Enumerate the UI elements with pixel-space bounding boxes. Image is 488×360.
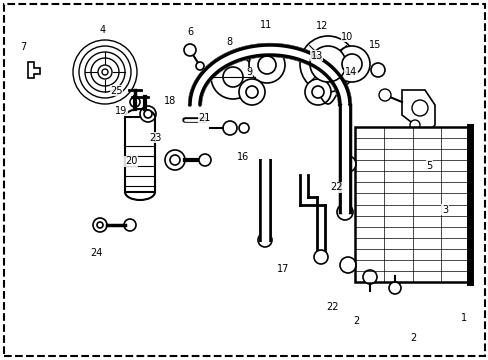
Text: 12: 12 bbox=[315, 21, 327, 31]
Circle shape bbox=[130, 97, 140, 107]
Circle shape bbox=[448, 153, 460, 165]
Circle shape bbox=[346, 59, 356, 69]
Text: 1: 1 bbox=[460, 312, 466, 323]
Text: 23: 23 bbox=[149, 132, 162, 143]
Text: 5: 5 bbox=[426, 161, 431, 171]
Circle shape bbox=[102, 69, 108, 75]
Circle shape bbox=[239, 79, 264, 105]
Circle shape bbox=[450, 165, 458, 173]
Text: 6: 6 bbox=[187, 27, 193, 37]
Text: 17: 17 bbox=[277, 264, 289, 274]
Circle shape bbox=[339, 257, 355, 273]
Circle shape bbox=[409, 120, 419, 130]
Circle shape bbox=[93, 218, 107, 232]
Circle shape bbox=[73, 40, 137, 104]
Circle shape bbox=[164, 150, 184, 170]
FancyBboxPatch shape bbox=[125, 117, 155, 192]
Text: 19: 19 bbox=[115, 106, 127, 116]
Text: 16: 16 bbox=[237, 152, 249, 162]
FancyBboxPatch shape bbox=[354, 127, 469, 282]
Circle shape bbox=[378, 89, 390, 101]
Text: 15: 15 bbox=[368, 40, 381, 50]
Circle shape bbox=[313, 250, 327, 264]
Text: 11: 11 bbox=[260, 20, 272, 30]
Circle shape bbox=[309, 46, 346, 82]
Circle shape bbox=[370, 63, 384, 77]
Circle shape bbox=[411, 100, 427, 116]
Text: 21: 21 bbox=[198, 113, 210, 123]
Circle shape bbox=[336, 204, 352, 220]
Polygon shape bbox=[28, 62, 40, 78]
Circle shape bbox=[341, 54, 361, 74]
Circle shape bbox=[388, 282, 400, 294]
Text: 2: 2 bbox=[352, 316, 358, 326]
Circle shape bbox=[299, 36, 355, 92]
Text: 14: 14 bbox=[344, 67, 357, 77]
Circle shape bbox=[210, 55, 254, 99]
Text: 10: 10 bbox=[340, 32, 353, 42]
Circle shape bbox=[98, 65, 112, 79]
Circle shape bbox=[140, 106, 156, 122]
Circle shape bbox=[305, 79, 330, 105]
Circle shape bbox=[196, 62, 203, 70]
Circle shape bbox=[85, 52, 125, 92]
Circle shape bbox=[248, 47, 285, 83]
Text: 3: 3 bbox=[441, 204, 447, 215]
Circle shape bbox=[223, 67, 243, 87]
Circle shape bbox=[311, 86, 324, 98]
Text: 9: 9 bbox=[246, 67, 252, 77]
Polygon shape bbox=[401, 90, 434, 135]
Circle shape bbox=[91, 58, 119, 86]
Circle shape bbox=[199, 154, 210, 166]
Circle shape bbox=[362, 270, 376, 284]
Text: 18: 18 bbox=[163, 96, 176, 106]
Circle shape bbox=[258, 233, 271, 247]
Text: 4: 4 bbox=[100, 24, 105, 35]
Circle shape bbox=[245, 86, 258, 98]
Text: 22: 22 bbox=[329, 182, 342, 192]
Circle shape bbox=[339, 156, 355, 172]
Circle shape bbox=[223, 121, 237, 135]
Text: 25: 25 bbox=[110, 86, 122, 96]
Text: 2: 2 bbox=[409, 333, 415, 343]
Text: 7: 7 bbox=[20, 42, 26, 52]
Circle shape bbox=[124, 219, 136, 231]
Circle shape bbox=[333, 46, 369, 82]
Circle shape bbox=[97, 222, 103, 228]
Text: 22: 22 bbox=[325, 302, 338, 312]
Circle shape bbox=[258, 56, 275, 74]
Circle shape bbox=[183, 44, 196, 56]
Text: 8: 8 bbox=[226, 37, 232, 48]
Circle shape bbox=[239, 123, 248, 133]
Text: 20: 20 bbox=[124, 156, 137, 166]
Text: 13: 13 bbox=[310, 51, 323, 61]
Circle shape bbox=[143, 110, 152, 118]
Text: 24: 24 bbox=[90, 248, 103, 258]
Circle shape bbox=[79, 46, 131, 98]
Circle shape bbox=[170, 155, 180, 165]
